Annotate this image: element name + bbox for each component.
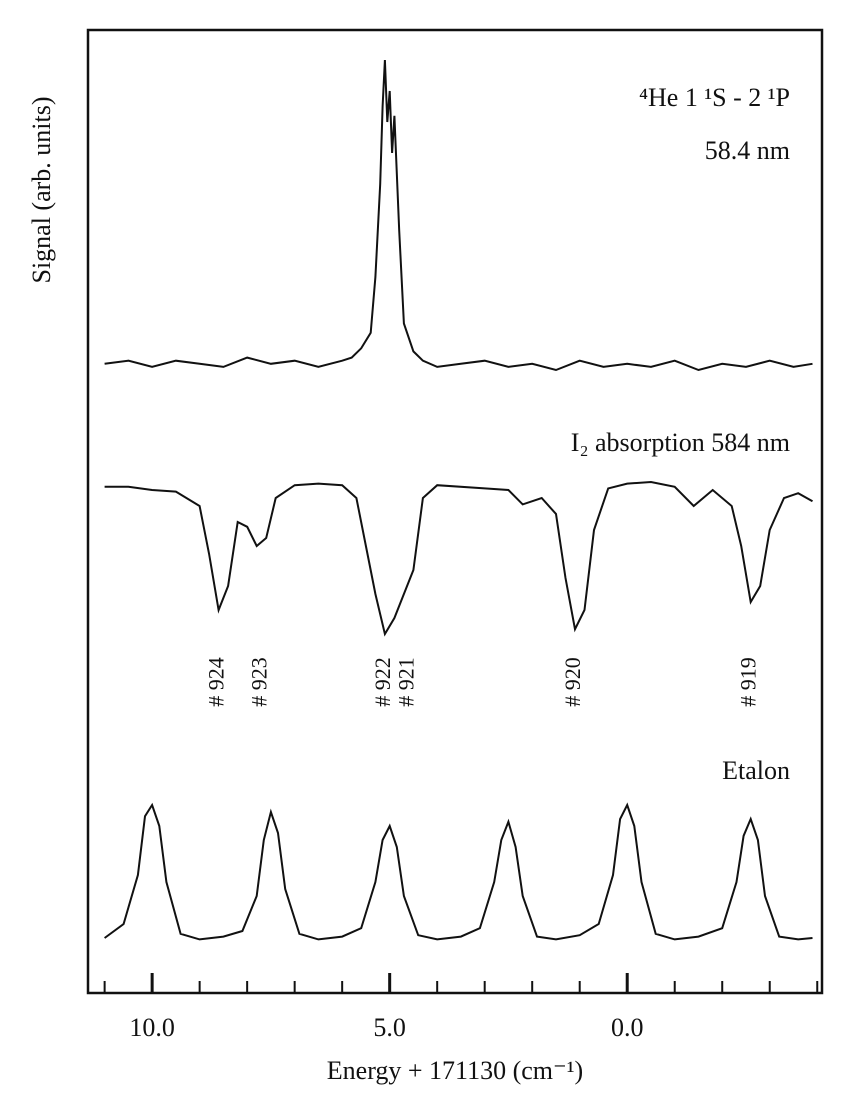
x-axis-label: Energy + 171130 (cm⁻¹): [327, 1056, 583, 1085]
line-label: # 920: [560, 657, 585, 707]
line-label: # 922: [370, 657, 395, 707]
x-tick-label: 0.0: [611, 1013, 644, 1042]
line-label: # 924: [204, 657, 229, 707]
y-axis-label: Signal (arb. units): [27, 96, 56, 283]
panel-title: I₂ absorption 584 nm: [571, 428, 790, 457]
annotation: ⁴He 1 ¹S - 2 ¹P: [639, 83, 790, 112]
trace: [104, 802, 813, 941]
frame: [86, 28, 824, 995]
line-label: # 921: [394, 657, 419, 707]
x-tick-label: 10.0: [129, 1013, 175, 1042]
annotation: 58.4 nm: [705, 136, 790, 165]
trace: [104, 480, 813, 637]
panel-title: Etalon: [722, 756, 790, 785]
trace: [104, 59, 813, 372]
x-tick-label: 5.0: [373, 1013, 406, 1042]
line-label: # 923: [246, 657, 271, 707]
line-label: # 919: [736, 657, 761, 707]
